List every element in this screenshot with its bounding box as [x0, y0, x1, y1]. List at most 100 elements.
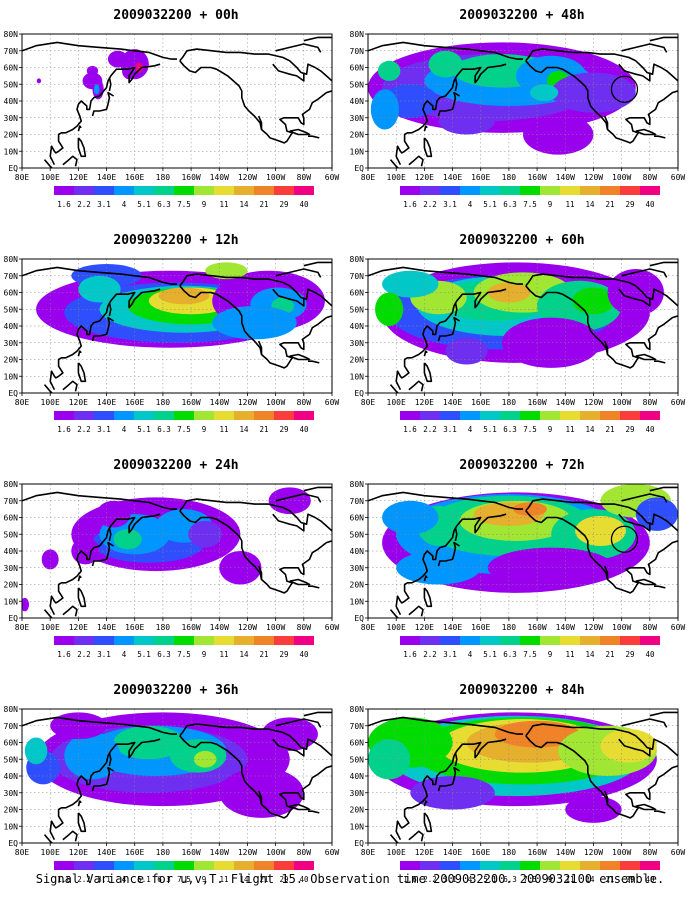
colorbar-swatch: [500, 186, 521, 195]
colorbar-label: 40: [645, 200, 655, 209]
colorbar-swatch: [154, 411, 175, 420]
lon-tick-label: 60W: [325, 173, 340, 182]
variance-contour: [193, 750, 217, 768]
panel-title: 2009032200 + 84h: [459, 683, 585, 698]
colorbar-swatch: [600, 861, 621, 870]
lon-tick-label: 140E: [97, 398, 116, 407]
colorbar: 1.6 2.2 3.1 4 5.1 6.3 7.5 9 11 14 21 29 40: [400, 861, 661, 884]
colorbar-swatch: [420, 186, 441, 195]
colorbar-label: 29: [279, 875, 288, 884]
colorbar-label: 9: [202, 650, 207, 659]
lon-tick-label: 120E: [69, 623, 88, 632]
variance-contour: [396, 551, 481, 585]
lon-tick-label: 100E: [41, 848, 60, 857]
variance-contour: [93, 84, 100, 95]
lat-tick-label: 80N: [4, 480, 19, 489]
variance-contour: [513, 502, 547, 516]
lat-tick-label: 70N: [350, 722, 365, 731]
lon-tick-label: 80E: [15, 848, 30, 857]
coastline: [368, 36, 678, 168]
lon-tick-label: 140E: [443, 398, 462, 407]
colorbar-label: 7.5: [523, 650, 537, 659]
colorbar-label: 3.1: [443, 650, 457, 659]
lat-tick-label: 70N: [350, 497, 365, 506]
variance-contour: [370, 89, 399, 130]
lat-tick-label: 30N: [350, 789, 365, 798]
panel-title: 2009032200 + 48h: [459, 8, 585, 23]
colorbar-label: 14: [585, 875, 595, 884]
lon-tick-label: 140W: [556, 848, 575, 857]
lon-tick-label: 180: [502, 623, 517, 632]
lat-tick-label: 50N: [4, 755, 19, 764]
colorbar-label: 7.5: [523, 425, 537, 434]
colorbar-label: 9: [548, 200, 553, 209]
lat-tick-label: 60N: [350, 64, 365, 73]
colorbar-label: 1.6: [57, 650, 71, 659]
colorbar-swatch: [94, 861, 115, 870]
colorbar-label: 3.1: [443, 875, 457, 884]
colorbar-label: 9: [548, 875, 553, 884]
lon-tick-label: 80E: [361, 173, 376, 182]
colorbar-label: 21: [605, 425, 614, 434]
colorbar-label: 6.3: [157, 425, 171, 434]
lat-tick-label: 50N: [350, 530, 365, 539]
lon-tick-label: 80E: [15, 398, 30, 407]
colorbar-label: 1.6: [57, 875, 71, 884]
lon-tick-label: 160W: [527, 173, 546, 182]
lon-tick-label: 80W: [297, 173, 312, 182]
colorbar-swatch: [440, 861, 461, 870]
colorbar-swatch: [234, 636, 255, 645]
coastline: [368, 486, 678, 618]
colorbar-label: 29: [279, 650, 288, 659]
map-panel: 2009032200 + 00h 80N 70N 60N 50N 40N 30N 20N 10N…: [4, 8, 346, 223]
lat-tick-label: 60N: [4, 739, 19, 748]
lat-tick-label: 10N: [350, 597, 365, 606]
lon-tick-label: 100W: [612, 173, 631, 182]
colorbar-swatch: [580, 411, 601, 420]
lon-tick-label: 160E: [471, 848, 490, 857]
colorbar: 1.6 2.2 3.1 4 5.1 6.3 7.5 9 11 14 21 29 40: [400, 186, 661, 209]
lon-tick-label: 80W: [297, 848, 312, 857]
lon-tick-label: 140E: [443, 173, 462, 182]
colorbar-swatch: [54, 411, 75, 420]
variance-contour: [219, 767, 304, 818]
colorbar-swatch: [74, 861, 95, 870]
colorbar-swatch: [580, 861, 601, 870]
variance-contour: [41, 549, 59, 570]
coastline: [368, 711, 678, 843]
lon-tick-label: 140W: [210, 848, 229, 857]
colorbar-label: 21: [605, 875, 614, 884]
colorbar-swatch: [254, 411, 275, 420]
colorbar-swatch: [94, 636, 115, 645]
colorbar-label: 11: [219, 875, 228, 884]
colorbar-swatch: [460, 861, 481, 870]
colorbar-swatch: [640, 636, 661, 645]
colorbar-label: 5.1: [137, 875, 151, 884]
lat-tick-label: EQ: [354, 839, 364, 848]
colorbar-container: 1.6 2.2 3.1 4 5.1 6.3 7.5 9 11 14 21 29 40: [400, 411, 661, 437]
lon-tick-label: 60W: [671, 623, 686, 632]
colorbar-label: 5.1: [137, 650, 151, 659]
colorbar-label: 11: [219, 425, 228, 434]
colorbar-swatch: [400, 636, 421, 645]
map-panel: 2009032200 + 48h 80N 70N 60N 50N 40N 30N 20N 10N…: [350, 8, 692, 223]
panel-title: 2009032200 + 60h: [459, 233, 585, 248]
variance-contour: [78, 275, 121, 303]
colorbar-label: 7.5: [177, 200, 191, 209]
variance-contour: [212, 305, 297, 340]
colorbar-swatch: [54, 186, 75, 195]
colorbar-label: 6.3: [157, 650, 171, 659]
lon-tick-label: 100W: [266, 848, 285, 857]
colorbar-label: 1.6: [403, 650, 417, 659]
colorbar-swatch: [94, 411, 115, 420]
lat-tick-label: 40N: [4, 97, 19, 106]
colorbar-label: 6.3: [503, 425, 517, 434]
colorbar-swatch: [74, 186, 95, 195]
lon-tick-label: 140E: [97, 173, 116, 182]
colorbar-label: 6.3: [503, 650, 517, 659]
colorbar-label: 14: [239, 425, 249, 434]
colorbar-label: 7.5: [177, 650, 191, 659]
lat-tick-label: EQ: [354, 614, 364, 623]
colorbar-label: 9: [202, 200, 207, 209]
lon-tick-label: 160W: [181, 848, 200, 857]
